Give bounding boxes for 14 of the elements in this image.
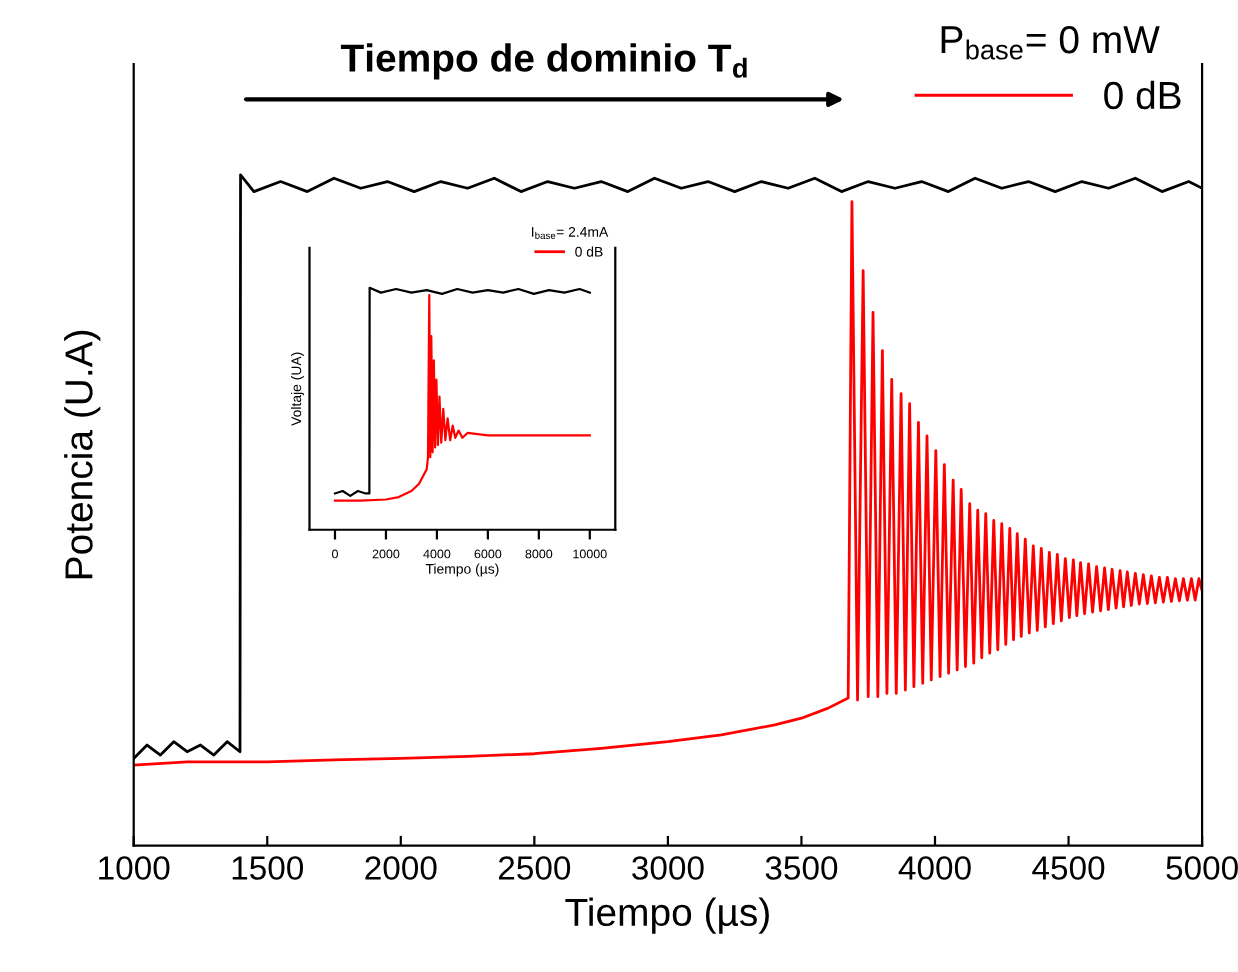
- y-axis-title: Potencia (U.A): [64, 330, 101, 579]
- text: Tiempo de dominio T$_{d}$: [340, 43, 747, 80]
- legend-title: P$_{base}$= 0 mW: [941, 25, 1160, 60]
- x-tick-label: 5000: [1166, 856, 1238, 880]
- x-tick-label: 3000: [632, 856, 704, 880]
- x-axis-title: Tiempo (µs): [565, 897, 769, 934]
- legend-label: 0 dB: [1104, 80, 1181, 110]
- x-tick-label: 2500: [498, 856, 571, 880]
- x-tick-label: 4000: [898, 856, 971, 880]
- x-tick-label: 4500: [1032, 856, 1105, 880]
- x-tick-label: 1500: [232, 856, 304, 880]
- x-tick-label: 1000: [99, 856, 170, 880]
- x-tick-label: 3500: [765, 856, 838, 880]
- x-tick-label: 2000: [365, 856, 437, 880]
